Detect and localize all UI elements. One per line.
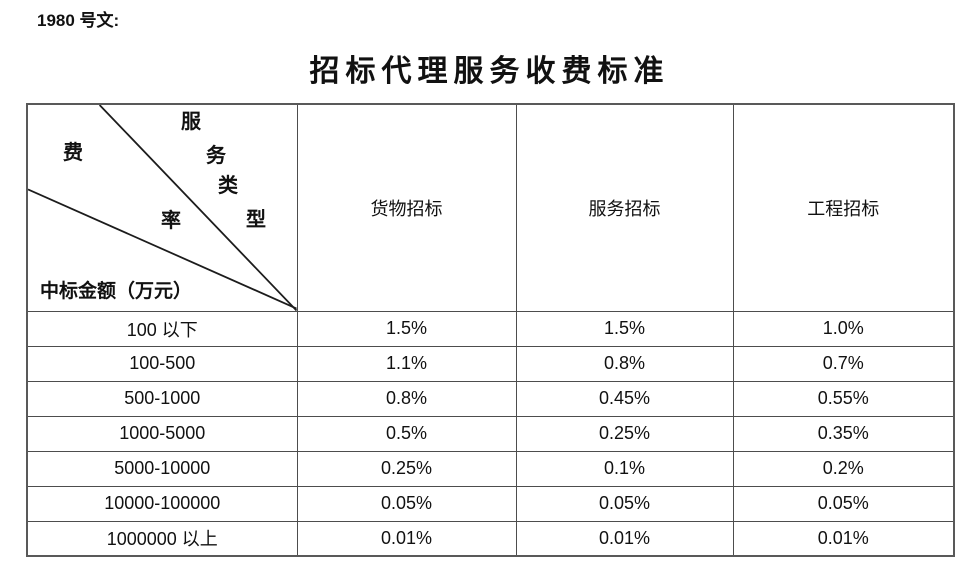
column-header-engineering-bidding: 工程招标 xyxy=(732,103,955,312)
corner-service-type-char-2: 务 xyxy=(206,145,226,167)
diagonal-divider-lines xyxy=(28,105,296,310)
rate-cell: 0.7% xyxy=(732,345,955,382)
rate-cell: 0.01% xyxy=(732,520,955,557)
rate-cell: 0.8% xyxy=(515,345,734,382)
table-row: 100 以下 1.5% 1.5% 1.0% xyxy=(26,310,955,347)
amount-range-cell: 1000000 以上 xyxy=(26,520,298,557)
fee-table: 费 率 服 务 类 型 中标金额（万元） 货物招标 服务招标 工程招标 100 … xyxy=(26,103,955,557)
rate-cell: 1.5% xyxy=(515,310,734,347)
rate-cell: 0.05% xyxy=(732,485,955,522)
amount-range-cell: 100 以下 xyxy=(26,310,298,347)
rate-cell: 0.05% xyxy=(296,485,517,522)
amount-range-cell: 500-1000 xyxy=(26,380,298,417)
rate-cell: 0.05% xyxy=(515,485,734,522)
rate-cell: 0.25% xyxy=(296,450,517,487)
corner-header-cell: 费 率 服 务 类 型 中标金额（万元） xyxy=(26,103,298,312)
rate-cell: 1.5% xyxy=(296,310,517,347)
table-row: 1000-5000 0.5% 0.25% 0.35% xyxy=(26,415,955,452)
amount-range-cell: 5000-10000 xyxy=(26,450,298,487)
corner-fee-rate-char-2: 率 xyxy=(161,210,181,232)
table-row: 5000-10000 0.25% 0.1% 0.2% xyxy=(26,450,955,487)
amount-range-cell: 100-500 xyxy=(26,345,298,382)
table-row: 10000-100000 0.05% 0.05% 0.05% xyxy=(26,485,955,522)
rate-cell: 0.55% xyxy=(732,380,955,417)
amount-range-cell: 10000-100000 xyxy=(26,485,298,522)
corner-service-type-char-1: 服 xyxy=(181,111,201,133)
rate-cell: 0.8% xyxy=(296,380,517,417)
table-row: 500-1000 0.8% 0.45% 0.55% xyxy=(26,380,955,417)
table-row: 100-500 1.1% 0.8% 0.7% xyxy=(26,345,955,382)
corner-fee-rate-char-1: 费 xyxy=(63,142,83,164)
column-header-goods-bidding: 货物招标 xyxy=(296,103,517,312)
table-header-row: 费 率 服 务 类 型 中标金额（万元） 货物招标 服务招标 工程招标 xyxy=(26,103,955,312)
rate-cell: 0.1% xyxy=(515,450,734,487)
corner-service-type-char-3: 类 xyxy=(218,175,238,197)
rate-cell: 0.25% xyxy=(515,415,734,452)
rate-cell: 0.35% xyxy=(732,415,955,452)
rate-cell: 0.5% xyxy=(296,415,517,452)
rate-cell: 0.01% xyxy=(296,520,517,557)
corner-amount-label: 中标金额（万元） xyxy=(40,280,193,302)
rate-cell: 1.1% xyxy=(296,345,517,382)
rate-cell: 0.45% xyxy=(515,380,734,417)
column-header-services-bidding: 服务招标 xyxy=(515,103,734,312)
rate-cell: 0.2% xyxy=(732,450,955,487)
rate-cell: 0.01% xyxy=(515,520,734,557)
table-row: 1000000 以上 0.01% 0.01% 0.01% xyxy=(26,520,955,557)
amount-range-cell: 1000-5000 xyxy=(26,415,298,452)
corner-service-type-char-4: 型 xyxy=(246,209,266,231)
page-title: 招标代理服务收费标准 xyxy=(309,55,670,88)
rate-cell: 1.0% xyxy=(732,310,955,347)
doc-number-label: 1980 号文: xyxy=(37,11,120,30)
